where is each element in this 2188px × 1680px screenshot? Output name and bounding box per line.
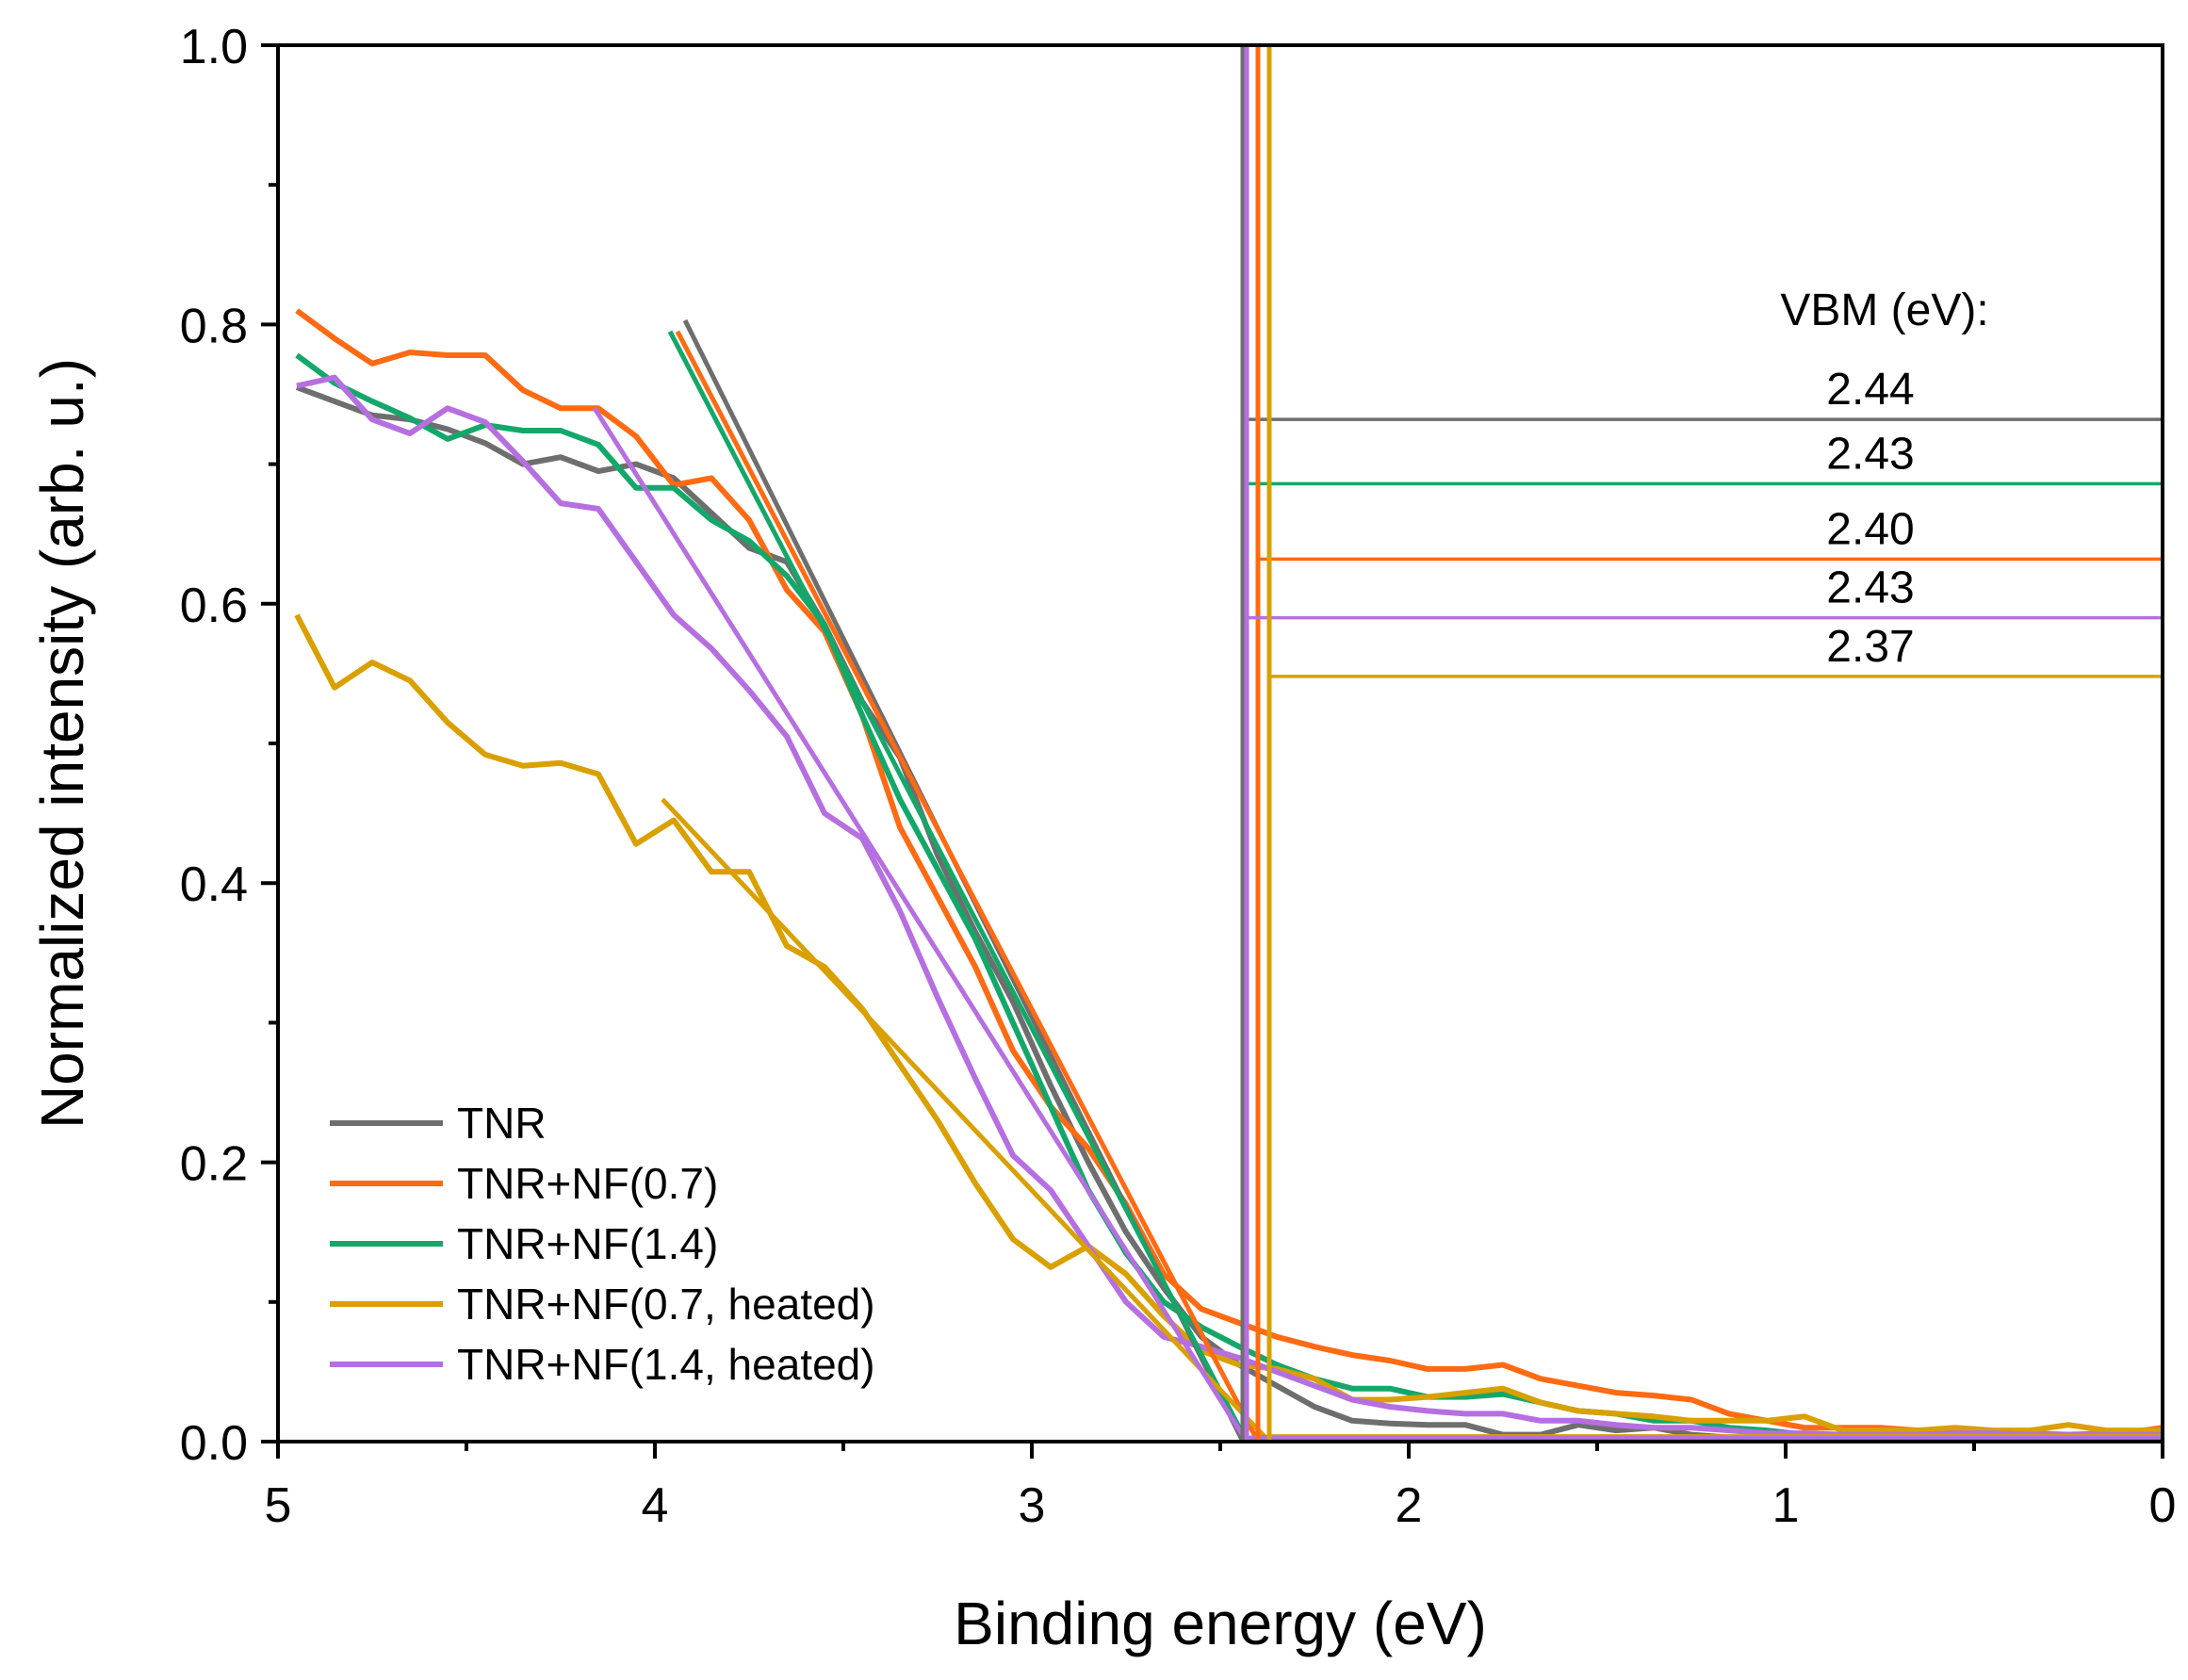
y-tick-label: 0.0 [180, 1416, 248, 1471]
y-tick-label: 0.6 [180, 579, 248, 633]
legend-label-tnr-nf-1-4: TNR+NF(1.4) [457, 1219, 718, 1268]
x-axis-title: Binding energy (eV) [954, 1590, 1487, 1657]
fit-line-tnr-nf-0-7-heated [661, 797, 1271, 1443]
y-tick-label: 0.8 [180, 299, 248, 353]
y-tick-label: 0.4 [180, 857, 248, 912]
x-tick-label: 1 [1772, 1478, 1800, 1533]
fit-line-tnr-nf-1-4 [667, 330, 1249, 1443]
legend-label-tnr-nf-0-7-heated: TNR+NF(0.7, heated) [457, 1280, 875, 1329]
vbm-markers-group [1240, 45, 2163, 1442]
x-tick-label: 5 [265, 1478, 292, 1533]
legend-label-tnr-nf-1-4-heated: TNR+NF(1.4, heated) [457, 1340, 875, 1389]
series-group [294, 308, 2164, 1441]
vbm-value-label: 2.40 [1826, 504, 1914, 554]
vbm-value-label: 2.43 [1826, 429, 1914, 479]
y-tick-label: 0.2 [180, 1137, 248, 1192]
fit-lines-group [592, 318, 2163, 1443]
x-tick-label: 4 [642, 1478, 669, 1533]
legend-label-tnr: TNR [457, 1099, 547, 1148]
x-tick-label: 3 [1019, 1478, 1046, 1533]
series-line-tnr-nf-0-7-heated [294, 613, 2163, 1434]
vbm-value-label: 2.37 [1826, 622, 1914, 672]
vbm-value-label: 2.43 [1826, 563, 1914, 613]
x-tick-label: 2 [1396, 1478, 1423, 1533]
fit-line-tnr-nf-1-4-heated [592, 406, 1249, 1443]
axes-group: 5 4 3 2 1 0 0.0 0.2 0.4 0.6 0.8 1.0 [180, 20, 2177, 1533]
fit-line-tnr-nf-0-7 [675, 330, 1261, 1443]
legend: TNR TNR+NF(0.7) TNR+NF(1.4) TNR+NF(0.7, hea… [330, 1099, 875, 1389]
legend-label-tnr-nf-0-7: TNR+NF(0.7) [457, 1159, 718, 1208]
x-tick-label: 0 [2149, 1478, 2177, 1533]
vbm-annotation-group: VBM (eV): 2.44 2.43 2.40 2.43 2.37 [1780, 285, 1988, 672]
y-axis-title: Normalized intensity (arb. u.) [28, 358, 96, 1129]
y-tick-label: 1.0 [180, 20, 248, 74]
vbm-value-label: 2.44 [1826, 365, 1914, 415]
vbm-title: VBM (eV): [1780, 285, 1988, 335]
